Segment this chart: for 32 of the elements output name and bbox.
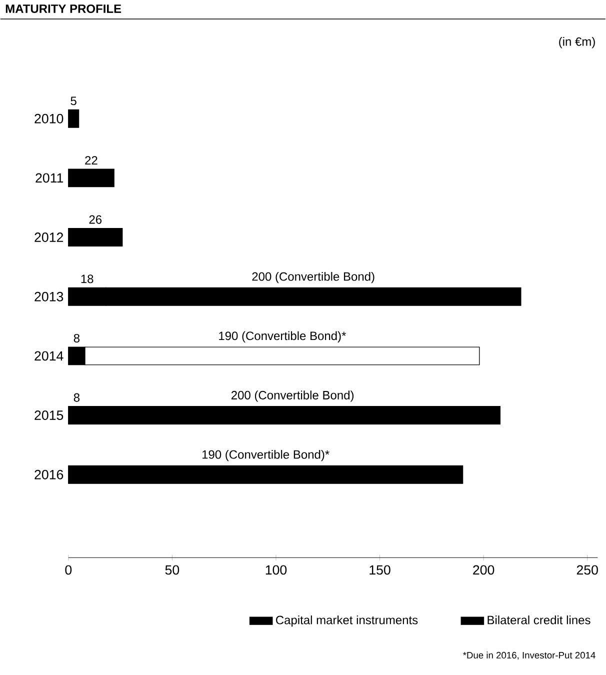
data-label: 190 (Convertible Bond)* (219, 331, 346, 342)
x-tick-label: 0 (65, 565, 72, 575)
data-label: 26 (89, 215, 102, 224)
y-tick-label: 2013 (34, 292, 64, 302)
bar (68, 109, 80, 128)
bar (68, 228, 123, 247)
x-tick-label: 200 (473, 565, 494, 575)
legend-label: Bilateral credit lines (488, 615, 590, 624)
x-tick-label: 150 (370, 565, 390, 575)
data-label: 8 (74, 334, 80, 342)
x-tick-label: 250 (577, 565, 598, 575)
data-label: 5 (70, 96, 77, 106)
y-tick-label: 2016 (34, 470, 64, 480)
x-tick-label: 50 (165, 565, 180, 575)
data-label: 200 (Convertible Bond) (252, 272, 374, 284)
y-tick-label: 2015 (34, 410, 64, 420)
text: *Due in 2016, Investor-Put 2014 (463, 652, 596, 660)
bar (68, 465, 464, 484)
x-tick-label: 100 (266, 565, 287, 575)
y-tick-label: 2011 (36, 173, 64, 183)
text: (in €m) (559, 37, 596, 48)
data-label: 190 (Convertible Bond)* (202, 450, 330, 462)
y-tick-label: 2014 (34, 351, 64, 361)
data-label: 18 (81, 274, 94, 284)
y-tick-label: 2010 (34, 114, 64, 124)
data-label: 200 (Convertible Bond) (232, 390, 354, 402)
legend-label: Capital market instruments (276, 615, 418, 627)
bar (68, 168, 115, 188)
y-tick-label: 2012 (34, 232, 64, 242)
chart-title: MATURITY PROFILE (6, 4, 122, 13)
data-label: 8 (74, 393, 80, 402)
data-label: 22 (85, 156, 98, 164)
